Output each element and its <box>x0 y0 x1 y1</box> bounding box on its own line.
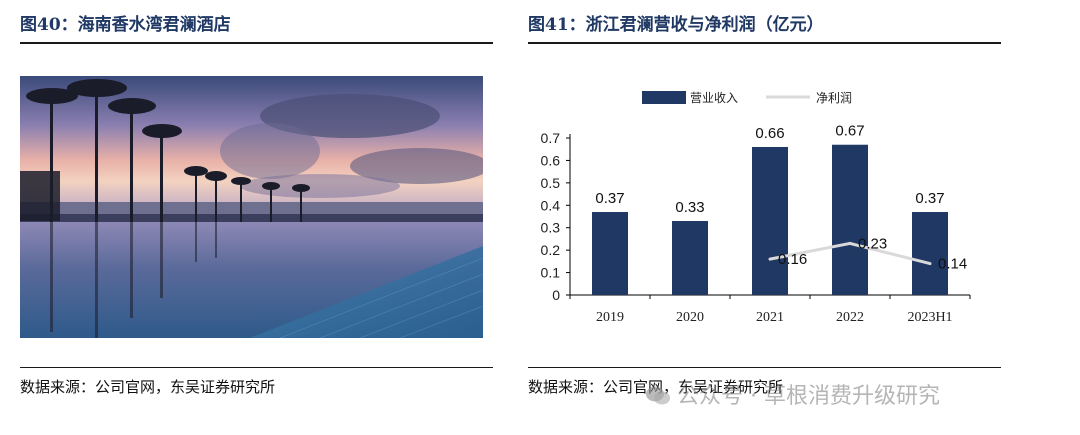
line-point <box>768 257 772 261</box>
left-figure-title: 图40：海南香水湾君澜酒店 <box>20 15 231 35</box>
left-title-rule <box>20 42 493 44</box>
chart-svg: 0 0.1 0.2 0.3 0.4 0.5 0.6 0.7 2019 2020 2021 2022 20… <box>541 91 971 325</box>
wechat-icon <box>646 386 670 405</box>
left-source-rule <box>20 367 493 368</box>
x-tick-label: 2022 <box>836 310 864 325</box>
line-point <box>848 241 852 245</box>
bar-data-label: 0.33 <box>675 199 704 216</box>
right-figure-title: 图41：浙江君澜营收与净利润（亿元） <box>528 15 824 35</box>
right-title-rule <box>528 42 1001 44</box>
bar-data-label: 0.67 <box>835 123 864 140</box>
bar <box>592 212 628 295</box>
line-point <box>928 262 932 266</box>
x-tick-label: 2019 <box>596 310 624 325</box>
y-tick-label: 0.4 <box>541 197 561 213</box>
y-tick-label: 0.6 <box>541 152 561 168</box>
bar-data-label: 0.37 <box>595 190 624 207</box>
y-tick-label: 0 <box>552 287 560 303</box>
bar <box>832 144 868 295</box>
legend-line-label: 净利润 <box>816 91 852 105</box>
bar-data-label: 0.37 <box>915 190 944 207</box>
y-tick-label: 0.3 <box>541 220 561 236</box>
line-data-label: 0.16 <box>778 251 807 268</box>
line-data-label: 0.14 <box>938 256 967 273</box>
bar <box>752 146 788 295</box>
right-source-rule <box>528 367 1001 368</box>
watermark: 公众号 · 草根消费升级研究 <box>645 378 940 410</box>
x-tick-label: 2023H1 <box>907 310 952 325</box>
resort-photo <box>20 76 483 338</box>
y-tick-label: 0.2 <box>541 242 561 258</box>
line-data-label: 0.23 <box>858 235 887 252</box>
revenue-profit-chart: 0 0.1 0.2 0.3 0.4 0.5 0.6 0.7 2019 2020 2021 2022 20… <box>520 78 1000 338</box>
legend-bar-label: 营业收入 <box>690 91 738 105</box>
left-figure-source: 数据来源：公司官网，东吴证券研究所 <box>20 378 276 396</box>
bar <box>912 212 948 295</box>
legend-bar-swatch <box>642 91 686 104</box>
y-tick-label: 0.5 <box>541 175 561 191</box>
bar-data-label: 0.66 <box>755 125 784 142</box>
x-tick-label: 2020 <box>676 310 704 325</box>
y-tick-label: 0.7 <box>541 130 561 146</box>
bar <box>672 220 708 295</box>
watermark-text: 公众号 · 草根消费升级研究 <box>677 384 940 409</box>
resort-photo-image <box>20 76 483 338</box>
x-tick-label: 2021 <box>756 310 784 325</box>
y-tick-label: 0.1 <box>541 265 561 281</box>
